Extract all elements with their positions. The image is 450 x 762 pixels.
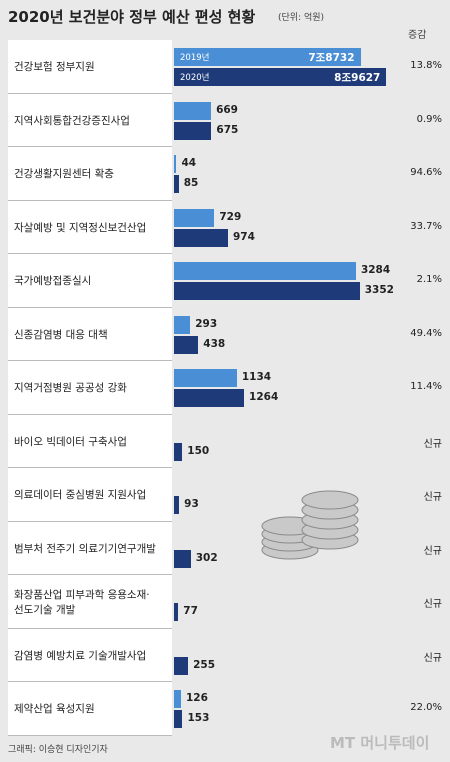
category-label: 신종감염병 대응 대책 — [14, 328, 108, 341]
value-label: 77 — [183, 605, 198, 617]
category-label: 의료데이터 중심병원 지원사업 — [14, 489, 147, 502]
bar — [174, 656, 189, 675]
change-label: 33.7% — [410, 220, 442, 232]
series-label: 2020년 — [180, 73, 210, 83]
value-label: 1134 — [241, 371, 272, 383]
row-background — [8, 521, 172, 575]
bar — [174, 155, 177, 173]
category-label: 제약산업 육성지원 — [14, 703, 95, 716]
bar — [174, 101, 212, 120]
bar — [174, 690, 181, 708]
bar — [174, 262, 356, 280]
bar — [174, 315, 191, 334]
row-background — [8, 628, 172, 682]
value-label: 153 — [187, 712, 210, 724]
change-label: 94.6% — [410, 167, 442, 178]
value-label: 302 — [195, 551, 218, 564]
value-label: 7조8732 — [308, 52, 355, 64]
bar — [174, 369, 237, 387]
change-label: 2.1% — [416, 274, 442, 285]
bar — [174, 710, 183, 728]
bar — [174, 335, 199, 354]
bar — [174, 68, 387, 86]
category-label: 건강보험 정부지원 — [14, 61, 95, 74]
unit: (단위: 억원) — [278, 13, 325, 23]
value-label: 255 — [193, 658, 216, 671]
row-background — [8, 307, 172, 361]
value-label: 3352 — [364, 284, 394, 296]
category-label: 국가예방접종실시 — [14, 275, 92, 288]
change-label: 신규 — [423, 492, 442, 503]
bar — [174, 603, 179, 621]
value-label: 293 — [195, 317, 218, 330]
bar — [174, 442, 183, 461]
value-label: 729 — [219, 210, 242, 223]
title: 2020년 보건분야 정부 예산 편성 현황 — [8, 8, 256, 26]
change-label: 신규 — [423, 652, 442, 664]
row-background — [8, 361, 172, 415]
category-label: 바이오 빅데이터 구축사업 — [14, 435, 127, 448]
bar — [174, 208, 215, 227]
row-background — [8, 254, 172, 308]
watermark: MT 머니투데이 — [330, 734, 430, 752]
value-label: 44 — [181, 157, 197, 169]
bar — [174, 48, 361, 66]
category-label: 지역사회통합건강증진사업 — [14, 114, 130, 127]
bar — [174, 228, 228, 247]
category-label: 건강생활지원센터 확충 — [14, 168, 114, 181]
coins-illustration — [261, 490, 359, 560]
value-label: 675 — [216, 123, 239, 136]
bar — [174, 549, 191, 568]
change-label: 신규 — [423, 545, 442, 557]
change-label: 49.4% — [410, 327, 442, 339]
bar — [174, 389, 245, 407]
row-background — [8, 575, 172, 629]
row-background — [8, 93, 172, 147]
bar — [174, 121, 212, 140]
value-label: 93 — [184, 498, 199, 510]
value-label: 974 — [232, 230, 255, 243]
value-label: 8조9627 — [334, 72, 381, 84]
category-label: 화장품산업 피부과학 응용소재· 선도기술 개발 — [14, 588, 150, 616]
row-background — [8, 468, 172, 522]
change-label: 13.8% — [410, 60, 442, 71]
value-label: 438 — [203, 337, 226, 350]
change-label: 신규 — [423, 438, 442, 450]
change-label: 11.4% — [410, 381, 442, 392]
bar — [174, 496, 180, 514]
row-background — [8, 147, 172, 201]
value-label: 1264 — [249, 391, 279, 403]
value-label: 126 — [185, 692, 208, 704]
value-label: 669 — [216, 103, 238, 116]
value-label: 150 — [187, 444, 210, 457]
change-label: 신규 — [423, 599, 442, 610]
bar — [174, 282, 360, 300]
category-label: 범부처 전주기 의료기기연구개발 — [14, 542, 156, 555]
category-label: 자살예방 및 지역정신보건산업 — [14, 221, 147, 234]
value-label: 3284 — [360, 264, 391, 276]
row-background — [8, 40, 172, 94]
credit: 그래픽: 이승현 디자인기자 — [8, 745, 108, 755]
category-label: 감염병 예방치료 기술개발사업 — [14, 649, 147, 662]
row-background — [8, 200, 172, 254]
row-background — [8, 414, 172, 468]
change-label: 22.0% — [410, 702, 442, 713]
change-label: 0.9% — [416, 113, 442, 125]
value-label: 85 — [183, 177, 199, 189]
change-header: 증감 — [408, 30, 427, 41]
category-label: 지역거점병원 공공성 강화 — [14, 382, 127, 395]
series-label: 2019년 — [180, 53, 210, 63]
row-background — [8, 682, 172, 736]
bar — [174, 175, 179, 193]
